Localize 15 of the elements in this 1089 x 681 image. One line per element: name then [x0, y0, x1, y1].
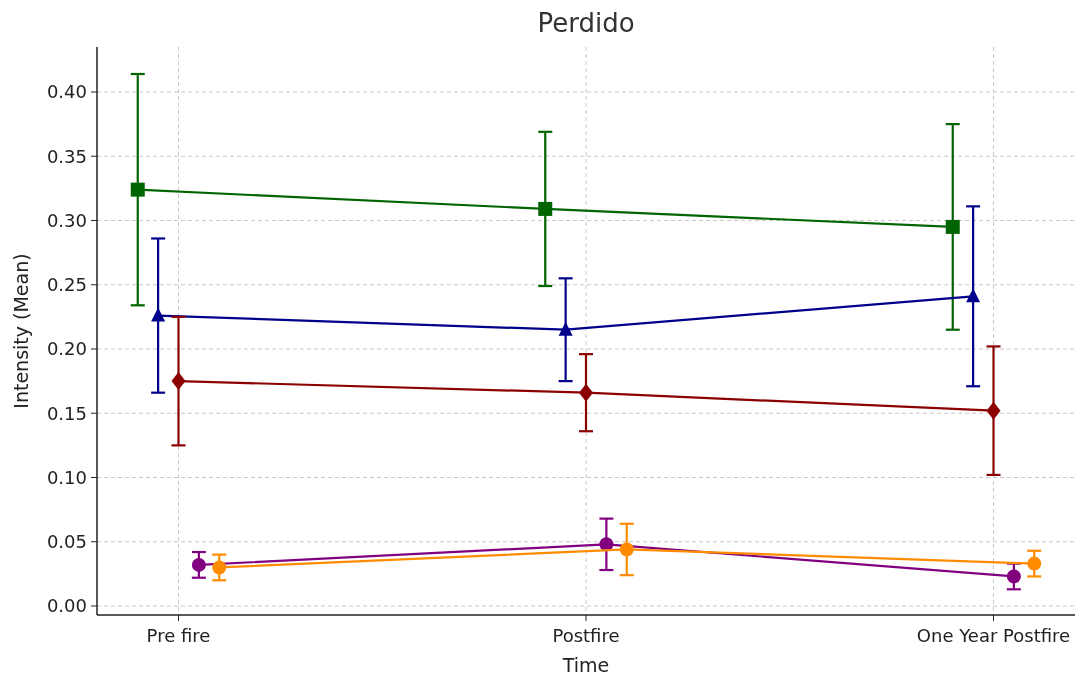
x-tick-label: One Year Postfire: [916, 625, 1071, 646]
y-axis-title: Intensity (Mean): [10, 253, 32, 409]
x-tick-label: Postfire: [552, 625, 620, 646]
y-tick-label: 0.25: [46, 274, 87, 296]
y-tick-label: 0.05: [46, 531, 87, 553]
x-tick-label: Pre fire: [146, 625, 211, 646]
y-tick-label: 0.20: [46, 338, 87, 360]
y-tick-label: 0.00: [46, 595, 87, 617]
y-tick-label: 0.15: [46, 402, 87, 424]
y-tick-label: 0.35: [46, 145, 87, 167]
x-axis-title: Time: [561, 654, 610, 676]
chart-title: Perdido: [537, 8, 635, 38]
y-tick-label: 0.30: [46, 209, 87, 231]
y-tick-label: 0.10: [46, 466, 87, 488]
y-tick-label: 0.40: [46, 81, 87, 103]
